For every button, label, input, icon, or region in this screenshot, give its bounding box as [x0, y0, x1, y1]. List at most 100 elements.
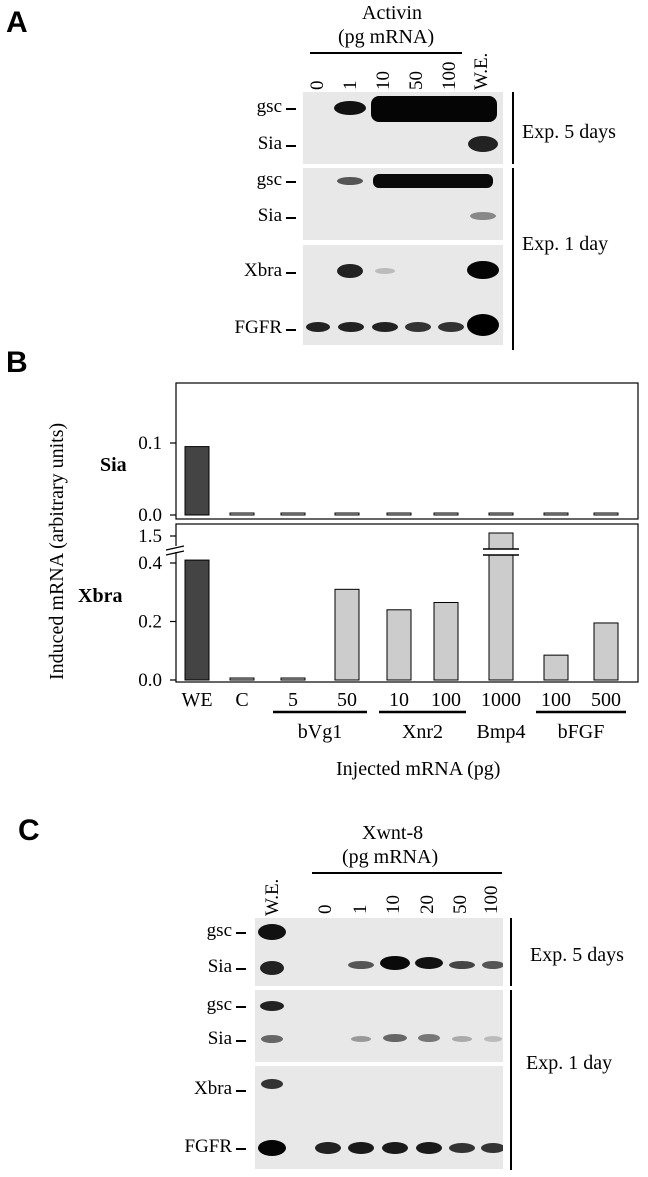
panel-c-lane-1: 0 — [315, 904, 336, 915]
xbra-plot-frame — [175, 523, 639, 683]
panel-a-sia-label-1day: Sia — [257, 205, 282, 226]
panel-c-bands — [258, 924, 503, 1156]
panel-c-blot-5day — [255, 918, 503, 986]
xbra-y-tick-label: 1.5 — [138, 526, 162, 547]
sia-plot-frame — [175, 382, 639, 520]
panel-a-bracket-1day — [512, 168, 514, 350]
panel-a-sia-label-5day: Sia — [257, 133, 282, 154]
panel-c-blot-1day-upper — [255, 990, 503, 1062]
sia-bar-6 — [433, 512, 459, 516]
panel-c-lane-2: 1 — [350, 904, 371, 915]
xbra-y-tick-label: 0.2 — [138, 612, 162, 633]
panel-c-gsc-tick-5day — [236, 932, 246, 934]
category-label: 10 — [389, 689, 409, 711]
xbra-y-tick-label: 0.0 — [138, 670, 162, 691]
category-label: WE — [181, 689, 212, 711]
group-label: bVg1 — [298, 721, 342, 743]
panel-a-lane-5: 100 — [439, 61, 460, 91]
sia-bar-8 — [543, 512, 569, 516]
sia-bar-7 — [488, 512, 514, 516]
panel-a-sia-tick-1day — [286, 217, 296, 219]
sia-row-label: Sia — [100, 454, 127, 476]
category-label: 100 — [541, 689, 571, 711]
panel-c-lane-5: 50 — [450, 895, 471, 914]
xbra-bar-4 — [334, 588, 360, 681]
axis-break-gap — [166, 546, 182, 552]
panel-c-gsc-label-5day: gsc — [206, 920, 232, 941]
xbra-bar-8 — [543, 654, 569, 681]
panel-c-bracket-5day — [510, 918, 512, 986]
bar-break-gap — [485, 549, 517, 555]
panel-c-sia-tick-1day — [236, 1040, 246, 1042]
panel-c-treatment: Xwnt-8 — [362, 822, 424, 844]
panel-c-bracket-1day — [510, 990, 512, 1170]
panel-c-units: (pg mRNA) — [342, 846, 439, 868]
panel-a-gsc-label-1day: gsc — [256, 169, 282, 190]
axis-break-mark — [165, 545, 185, 551]
panel-a-bands — [306, 96, 499, 336]
panel-a-gsc-label-5day: gsc — [256, 96, 282, 117]
panel-c-gsc-tick-1day — [236, 1006, 246, 1008]
panel-a-lane-1: 0 — [307, 80, 328, 91]
panel-a-gsc-tick-5day — [286, 108, 296, 110]
panel-a-lane-4: 50 — [406, 71, 427, 90]
panel-a-letter: A — [6, 6, 28, 39]
sia-bar-5 — [386, 512, 412, 516]
panel-c-xbra-label: Xbra — [194, 1078, 232, 1099]
category-label: 100 — [431, 689, 461, 711]
xbra-bar-6 — [433, 601, 459, 681]
sia-y-tick-label: 0.1 — [138, 433, 162, 454]
panel-c-treatment-bar — [312, 872, 502, 874]
panel-c-sia-tick-5day — [236, 968, 246, 970]
xbra-bar-3 — [280, 677, 306, 681]
panel-c-lane-4: 20 — [417, 895, 438, 914]
panel-a-lane-6: W.E. — [471, 52, 492, 90]
panel-c-sia-label-5day: Sia — [207, 956, 232, 977]
category-label: 50 — [337, 689, 357, 711]
panel-a-units: (pg mRNA) — [338, 26, 435, 48]
panel-a-fgfr-tick — [286, 329, 296, 331]
panel-a-treatment: Activin — [362, 2, 422, 24]
panel-a-fgfr-label: FGFR — [234, 317, 282, 338]
panel-a-sia-tick-5day — [286, 145, 296, 147]
panel-a-xbra-tick — [286, 272, 296, 274]
group-label: Bmp4 — [477, 721, 526, 743]
panel-c-letter: C — [18, 814, 40, 847]
category-label: C — [235, 689, 248, 711]
panel-b-ylabel: Induced mRNA (arbitrary units) — [46, 422, 68, 680]
sia-bar-4 — [334, 512, 360, 516]
xbra-y-tick-label: 0.4 — [138, 553, 162, 574]
panel-c-fgfr-label: FGFR — [184, 1136, 232, 1157]
panel-a-gsc-tick-1day — [286, 181, 296, 183]
xbra-bar-1 — [184, 559, 210, 681]
category-label: 1000 — [481, 689, 521, 711]
xbra-bar-2 — [229, 677, 255, 681]
panel-b-letter: B — [6, 346, 28, 379]
panel-b-chart: 0.10.00.40.20.01.5WE C 5 50 10 100 1000 100 500b… — [138, 382, 639, 743]
panel-c-lane-3: 10 — [383, 895, 404, 914]
category-label: 500 — [591, 689, 621, 711]
group-label: bFGF — [558, 721, 605, 743]
panel-c-sia-label-1day: Sia — [207, 1028, 232, 1049]
panel-a-lane-3: 10 — [373, 71, 394, 90]
panel-c-we-lane: W.E. — [262, 878, 283, 916]
sia-bar-2 — [229, 512, 255, 516]
panel-c-xbra-tick — [236, 1090, 246, 1092]
panel-c-exp-5days: Exp. 5 days — [530, 944, 624, 966]
panel-c-lane-6: 100 — [481, 885, 502, 915]
axis-break-mark — [165, 550, 185, 556]
group-label: Xnr2 — [402, 721, 443, 743]
sia-bar-9 — [593, 512, 619, 516]
panel-a-treatment-bar — [310, 52, 462, 54]
sia-bar-1 — [184, 446, 210, 516]
panel-a-exp-5days: Exp. 5 days — [522, 121, 616, 143]
panel-c-exp-1day: Exp. 1 day — [526, 1052, 613, 1074]
sia-y-tick-label: 0.0 — [138, 505, 162, 526]
xbra-bar-5 — [386, 609, 412, 681]
category-label: 5 — [288, 689, 298, 711]
panel-a-bracket-5day — [512, 92, 514, 164]
sia-bar-3 — [280, 512, 306, 516]
panel-a-xbra-label: Xbra — [244, 260, 282, 281]
xbra-bar-9 — [593, 622, 619, 681]
xbra-bar-7 — [488, 532, 514, 681]
